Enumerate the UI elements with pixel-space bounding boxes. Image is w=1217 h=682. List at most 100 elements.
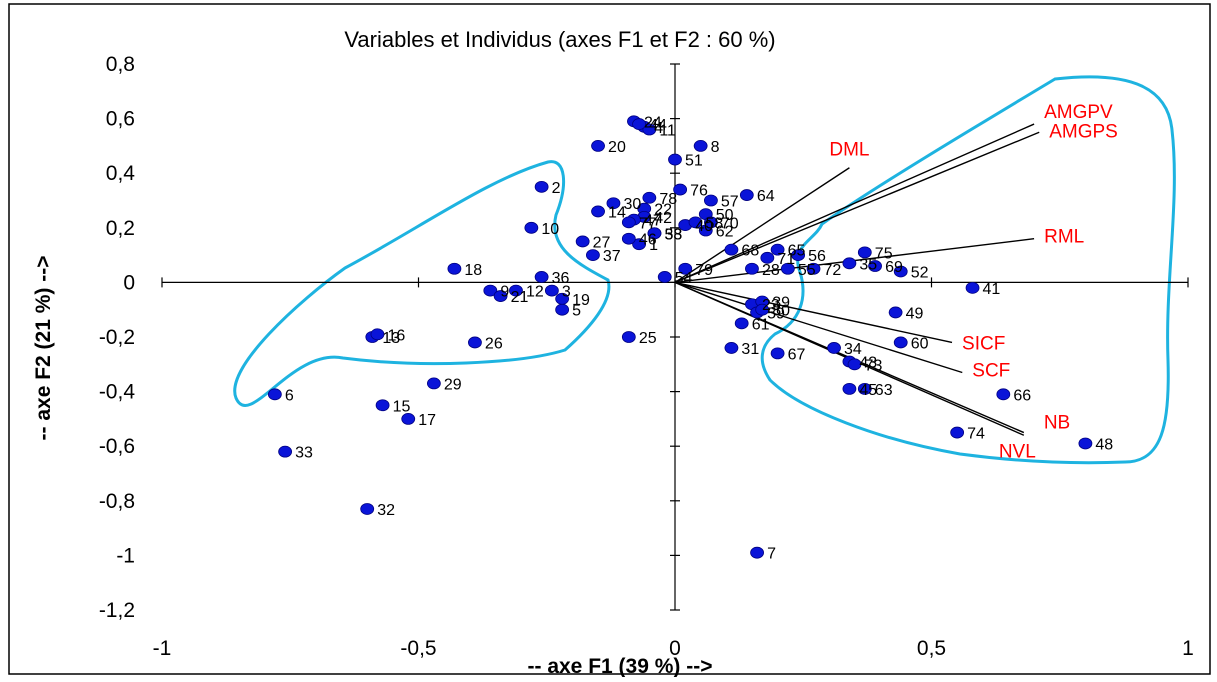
- point-label-51: 51: [685, 153, 703, 170]
- point-label-26: 26: [485, 335, 503, 352]
- x-tick-label: -1: [153, 637, 172, 660]
- y-tick-label: 0,4: [106, 162, 136, 185]
- point-19: [555, 292, 570, 305]
- point-label-36: 36: [552, 270, 570, 287]
- point-7: [750, 546, 764, 559]
- variable-label-amgpv: AMGPV: [1044, 102, 1113, 123]
- variable-vector-scf: [674, 281, 963, 374]
- point-label-47: 47: [644, 213, 662, 230]
- point-label-8: 8: [711, 139, 720, 156]
- point-37: [586, 249, 600, 262]
- point-label-28: 28: [762, 262, 780, 279]
- point-label-20: 20: [608, 139, 626, 156]
- point-label-32: 32: [377, 502, 395, 519]
- point-label-19: 19: [572, 292, 590, 309]
- point-21: [493, 290, 508, 302]
- point-label-31: 31: [741, 341, 759, 358]
- point-44: [632, 118, 646, 130]
- variable-label-rml: RML: [1044, 227, 1084, 248]
- point-label-5: 5: [572, 303, 581, 320]
- x-tick-label: -0,5: [400, 637, 436, 660]
- point-63: [857, 382, 872, 395]
- point-55: [780, 262, 795, 275]
- point-label-60: 60: [911, 335, 929, 352]
- point-label-16: 16: [387, 327, 405, 344]
- point-30: [606, 197, 621, 210]
- point-label-78: 78: [659, 191, 677, 208]
- point-label-58: 58: [706, 215, 724, 232]
- point-label-62: 62: [716, 224, 734, 241]
- point-label-7: 7: [767, 546, 776, 563]
- point-label-25: 25: [639, 330, 657, 347]
- x-tick-label: 0,5: [917, 637, 946, 660]
- point-41: [965, 281, 980, 294]
- variable-vector-amgps: [674, 131, 1040, 284]
- x-tick-label: 1: [1182, 637, 1194, 660]
- point-46: [621, 232, 636, 245]
- point-label-29: 29: [444, 376, 462, 393]
- point-60: [893, 336, 908, 349]
- variable-label-scf: SCF: [972, 360, 1010, 381]
- variable-vector-sicf: [674, 281, 953, 344]
- point-76: [673, 183, 688, 196]
- point-label-14: 14: [608, 204, 626, 221]
- point-20: [591, 139, 605, 152]
- variable-vectors: [674, 123, 1040, 436]
- point-label-80: 80: [772, 303, 790, 320]
- point-label-72: 72: [824, 262, 842, 279]
- point-52: [893, 265, 908, 278]
- point-28: [745, 262, 759, 275]
- point-label-52: 52: [911, 264, 929, 281]
- point-label-30: 30: [623, 196, 641, 213]
- y-tick-label: -1: [116, 544, 135, 567]
- point-35: [842, 257, 857, 270]
- point-66: [996, 388, 1011, 401]
- point-label-73: 73: [865, 357, 883, 374]
- y-tick-label: -0,8: [99, 490, 135, 513]
- y-tick-label: 0,2: [106, 217, 135, 240]
- point-label-66: 66: [1013, 387, 1031, 404]
- point-48: [1078, 437, 1093, 450]
- point-label-74: 74: [967, 426, 985, 443]
- point-label-54: 54: [675, 270, 693, 287]
- point-58: [688, 216, 703, 229]
- y-tick-label: -0,4: [99, 381, 136, 404]
- point-26: [468, 336, 482, 349]
- point-69: [868, 260, 882, 272]
- y-tick-label: -1,2: [99, 599, 135, 622]
- point-79: [678, 262, 693, 275]
- point-label-13: 13: [382, 330, 400, 347]
- point-label-67: 67: [788, 346, 806, 363]
- point-label-11: 11: [659, 123, 676, 140]
- point-29: [426, 377, 441, 390]
- point-77: [621, 216, 636, 229]
- y-tick-label: -0,6: [99, 435, 135, 458]
- point-49: [888, 306, 903, 319]
- point-label-9: 9: [500, 284, 509, 301]
- y-tick-label: 0,8: [106, 53, 135, 76]
- point-53: [647, 227, 662, 240]
- point-label-63: 63: [875, 382, 893, 399]
- point-label-50: 50: [716, 207, 734, 224]
- point-65: [770, 243, 785, 256]
- point-label-38: 38: [664, 226, 682, 243]
- point-label-42: 42: [654, 210, 672, 227]
- point-label-53: 53: [664, 226, 682, 243]
- y-tick-label: 0,6: [106, 108, 135, 131]
- point-25: [621, 331, 636, 343]
- point-64: [739, 189, 754, 201]
- point-33: [278, 445, 293, 458]
- point-label-48: 48: [1095, 436, 1113, 453]
- point-label-46: 46: [639, 232, 657, 249]
- point-label-57: 57: [721, 194, 739, 211]
- point-label-39: 39: [772, 295, 790, 312]
- point-11: [642, 123, 657, 136]
- point-label-18: 18: [464, 262, 482, 279]
- point-14: [591, 205, 605, 218]
- point-label-43: 43: [859, 355, 877, 372]
- point-68: [724, 243, 739, 256]
- point-label-71: 71: [777, 251, 795, 268]
- variable-label-sicf: SICF: [962, 333, 1005, 354]
